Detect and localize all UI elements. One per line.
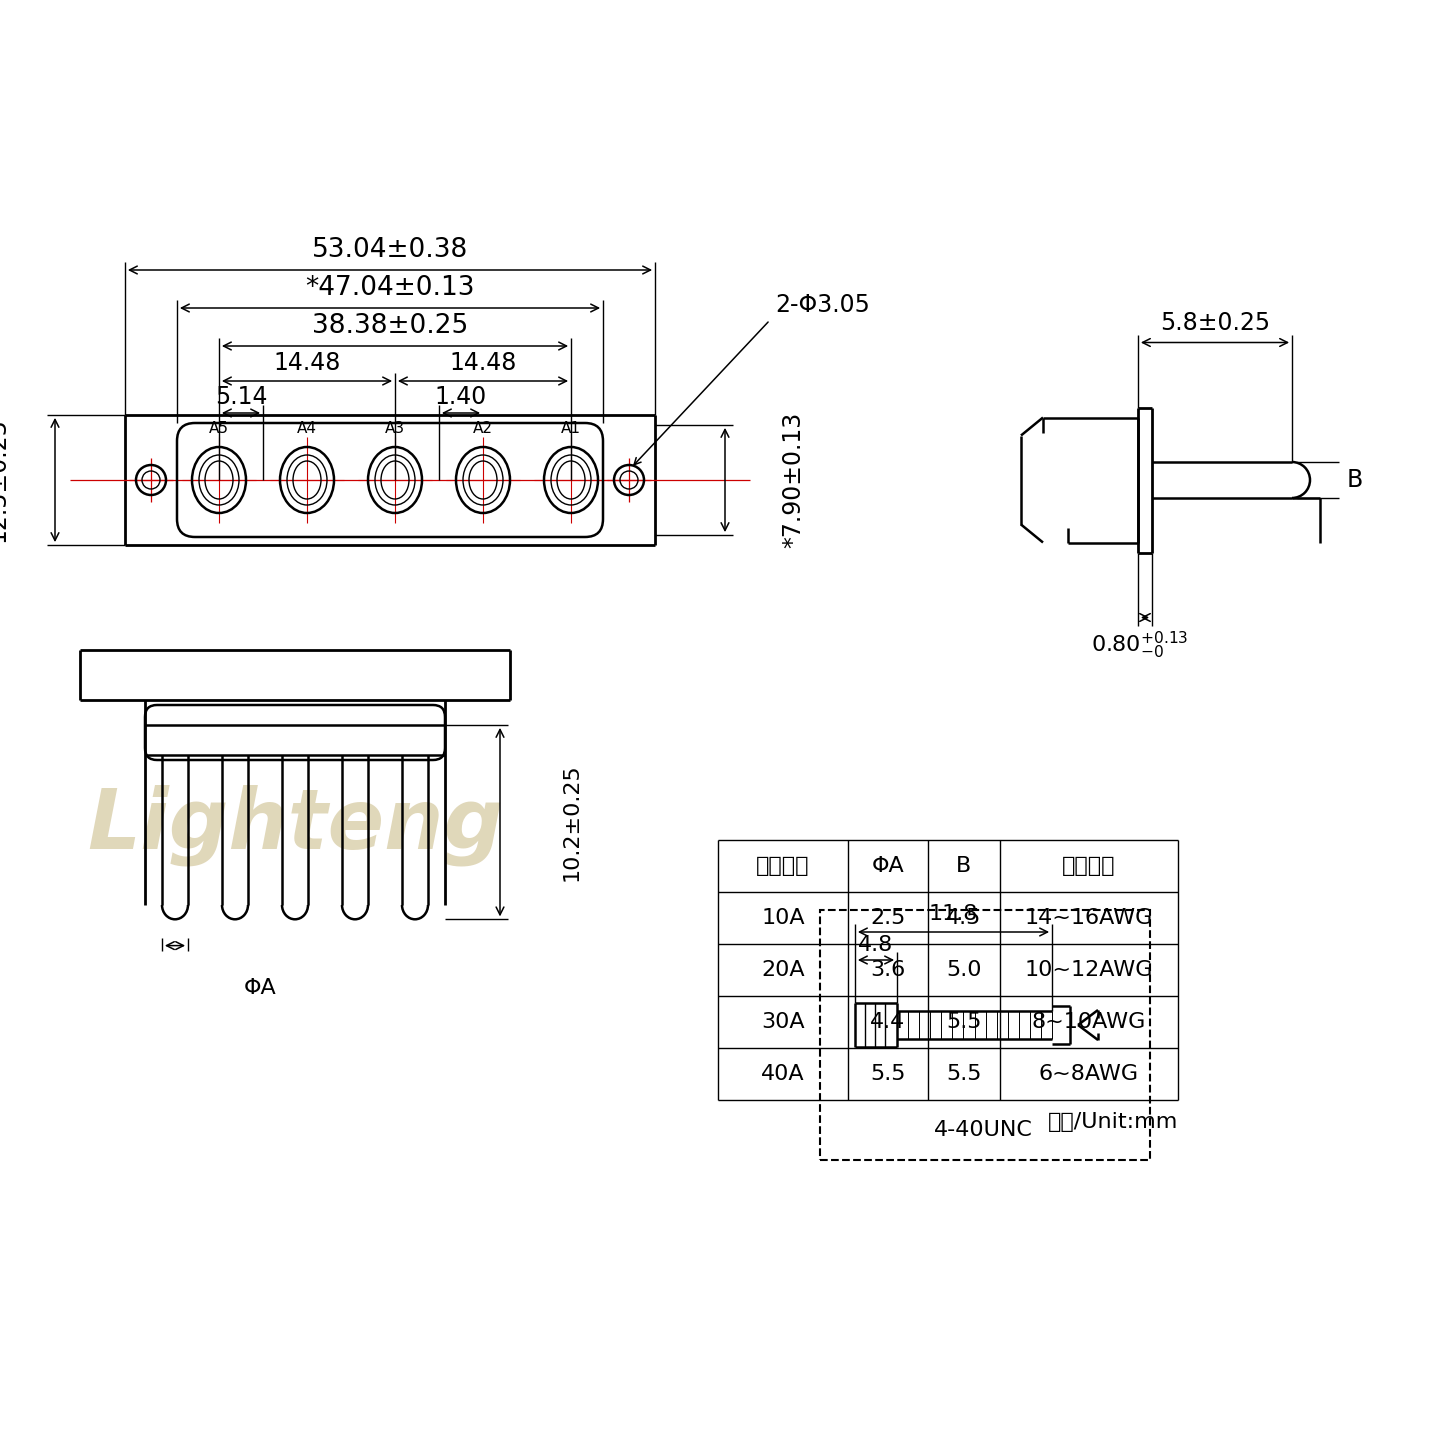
Text: 5.8±0.25: 5.8±0.25 xyxy=(1161,311,1270,334)
Text: 5.5: 5.5 xyxy=(946,1064,982,1084)
Text: 5.0: 5.0 xyxy=(946,960,982,981)
Text: A4: A4 xyxy=(297,420,317,436)
Text: *47.04±0.13: *47.04±0.13 xyxy=(305,275,475,301)
Text: 38.38±0.25: 38.38±0.25 xyxy=(312,312,468,338)
Text: 4.5: 4.5 xyxy=(946,909,982,927)
Text: A3: A3 xyxy=(384,420,405,436)
Text: 10~12AWG: 10~12AWG xyxy=(1025,960,1153,981)
Text: 14.48: 14.48 xyxy=(274,351,341,374)
Text: 额定電流: 额定電流 xyxy=(756,855,809,876)
Text: 6~8AWG: 6~8AWG xyxy=(1038,1064,1139,1084)
Text: 单位/Unit:mm: 单位/Unit:mm xyxy=(1048,1112,1178,1132)
Text: 12.5±0.25: 12.5±0.25 xyxy=(0,418,9,543)
Text: 1.40: 1.40 xyxy=(435,384,487,409)
Text: 11.8: 11.8 xyxy=(929,904,978,924)
Text: B: B xyxy=(956,855,972,876)
Text: $0.80^{+0.13}_{-0}$: $0.80^{+0.13}_{-0}$ xyxy=(1092,629,1189,661)
Text: 14.48: 14.48 xyxy=(449,351,517,374)
Text: 5.5: 5.5 xyxy=(870,1064,906,1084)
Text: 10.2±0.25: 10.2±0.25 xyxy=(562,763,582,881)
Bar xyxy=(819,910,1151,1161)
Text: 3.6: 3.6 xyxy=(870,960,906,981)
Text: *7.90±0.13: *7.90±0.13 xyxy=(780,412,805,549)
Text: 10A: 10A xyxy=(762,909,805,927)
Text: A1: A1 xyxy=(562,420,580,436)
Text: 30A: 30A xyxy=(762,1012,805,1032)
Text: ΦA: ΦA xyxy=(243,978,276,998)
Text: 2.5: 2.5 xyxy=(870,909,906,927)
Text: 8~10AWG: 8~10AWG xyxy=(1032,1012,1146,1032)
Text: 4.8: 4.8 xyxy=(858,935,894,955)
Text: A5: A5 xyxy=(209,420,229,436)
Text: A2: A2 xyxy=(472,420,492,436)
Text: 40A: 40A xyxy=(762,1064,805,1084)
Text: 20A: 20A xyxy=(762,960,805,981)
Text: 14~16AWG: 14~16AWG xyxy=(1025,909,1153,927)
Text: 53.04±0.38: 53.04±0.38 xyxy=(312,238,468,264)
Text: ΦA: ΦA xyxy=(871,855,904,876)
Text: 4-40UNC: 4-40UNC xyxy=(935,1120,1032,1140)
Text: 5.14: 5.14 xyxy=(215,384,268,409)
Text: B: B xyxy=(1346,468,1364,492)
Text: Lighteng: Lighteng xyxy=(86,785,503,865)
Text: 4.4: 4.4 xyxy=(870,1012,906,1032)
Text: 5.5: 5.5 xyxy=(946,1012,982,1032)
Text: 線材規格: 線材規格 xyxy=(1063,855,1116,876)
Text: 2-Φ3.05: 2-Φ3.05 xyxy=(775,292,870,317)
